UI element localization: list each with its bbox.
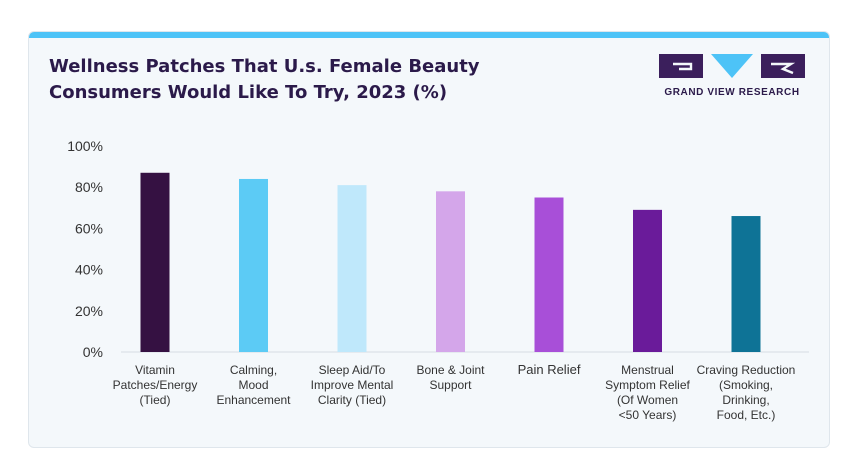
x-tick-label: Bone & Joint Support — [416, 363, 485, 392]
x-tick-label: Craving Reduction (Smoking, Drinking, Food,… — [697, 363, 796, 422]
x-tick-label: Sleep Aid/To Improve Mental Clarity (Tied) — [311, 363, 394, 407]
bar — [239, 178, 268, 352]
bar — [633, 209, 662, 352]
x-tick-label: Menstrual Symptom Relief (Of Women <50 Year… — [605, 363, 690, 422]
y-tick-label: 0% — [83, 344, 103, 360]
y-tick-label: 80% — [75, 179, 103, 195]
bar — [731, 216, 761, 352]
card-accent-bar — [29, 32, 829, 38]
bar — [534, 197, 564, 352]
chart-title: Wellness Patches That U.s. Female Beauty… — [49, 54, 609, 106]
chart-title-line-2: Consumers Would Like To Try, 2023 (%) — [49, 82, 448, 103]
x-tick-label: Vitamin Patches/Energy (Tied) — [113, 363, 198, 407]
bar-chart: 0% 20% 40% 60% 80% 100% Vitamin Patches/Energy(… — [67, 138, 809, 422]
chart-card: Wellness Patches That U.s. Female Beauty… — [28, 31, 830, 448]
y-tick-label: 100% — [67, 138, 103, 154]
bar — [337, 185, 367, 352]
y-tick-label: 40% — [75, 262, 103, 278]
y-tick-label: 60% — [75, 220, 103, 236]
y-tick-label: 20% — [75, 303, 103, 319]
logo-text: GRAND VIEW RESEARCH — [664, 87, 800, 98]
x-tick-label: Calming, Mood Enhancement — [216, 363, 291, 407]
grand-view-research-logo: GRAND VIEW RESEARCH — [659, 54, 805, 104]
x-tick-label: Pain Relief — [518, 362, 581, 377]
logo-mark-icon — [659, 54, 805, 78]
bar — [436, 191, 465, 352]
chart-title-line-1: Wellness Patches That U.s. Female Beauty — [49, 56, 480, 77]
bar — [140, 172, 170, 352]
